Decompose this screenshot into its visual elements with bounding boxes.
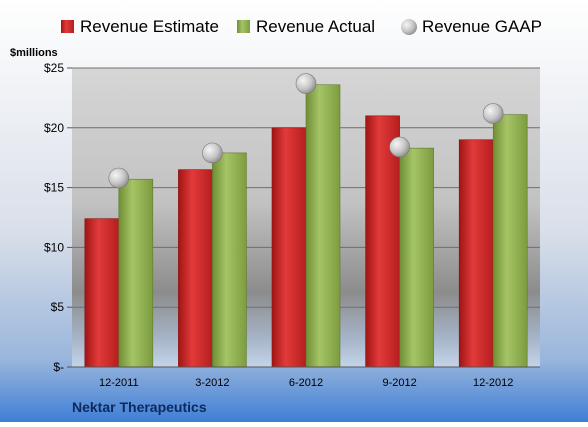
y-tick-label: $25 xyxy=(44,61,64,75)
marker-revenue-gaap xyxy=(295,73,317,94)
marker-revenue-gaap xyxy=(202,142,223,164)
bar-revenue-actual xyxy=(305,84,341,368)
bar-revenue-estimate xyxy=(458,139,494,368)
bar-revenue-estimate xyxy=(365,115,400,368)
bar-revenue-estimate xyxy=(271,127,307,368)
x-tick-label: 3-2012 xyxy=(195,377,229,389)
y-tick-label: $15 xyxy=(44,181,64,195)
y-tick-label: $10 xyxy=(44,240,64,254)
legend: Revenue Estimate Revenue Actual Revenue … xyxy=(61,17,542,36)
y-tick-label: $- xyxy=(53,360,64,374)
legend-label-revenue-estimate: Revenue Estimate xyxy=(80,17,219,36)
bar-revenue-estimate xyxy=(84,218,120,368)
legend-marker-revenue-gaap xyxy=(401,19,417,35)
legend-swatch-revenue-actual xyxy=(237,20,250,33)
marker-revenue-gaap xyxy=(108,167,130,189)
y-tick-label: $5 xyxy=(51,300,65,314)
y-axis-unit-label: $millions xyxy=(10,47,58,59)
y-tick-label: $20 xyxy=(44,121,64,135)
bar-revenue-estimate xyxy=(178,169,213,368)
x-tick-label: 9-2012 xyxy=(382,377,416,389)
bar-revenue-actual xyxy=(212,152,247,368)
company-name: Nektar Therapeutics xyxy=(72,399,207,415)
bar-revenue-actual xyxy=(118,178,154,368)
x-tick-label: 12-2012 xyxy=(473,377,513,389)
legend-label-revenue-actual: Revenue Actual xyxy=(256,17,375,36)
x-tick-label: 6-2012 xyxy=(289,377,323,389)
x-tick-label: 12-2011 xyxy=(99,377,139,389)
marker-revenue-gaap xyxy=(389,136,410,158)
legend-swatch-revenue-estimate xyxy=(61,20,74,33)
bar-revenue-actual xyxy=(399,147,434,368)
legend-label-revenue-gaap: Revenue GAAP xyxy=(422,17,542,36)
marker-revenue-gaap xyxy=(482,103,504,124)
bar-revenue-actual xyxy=(492,114,528,368)
